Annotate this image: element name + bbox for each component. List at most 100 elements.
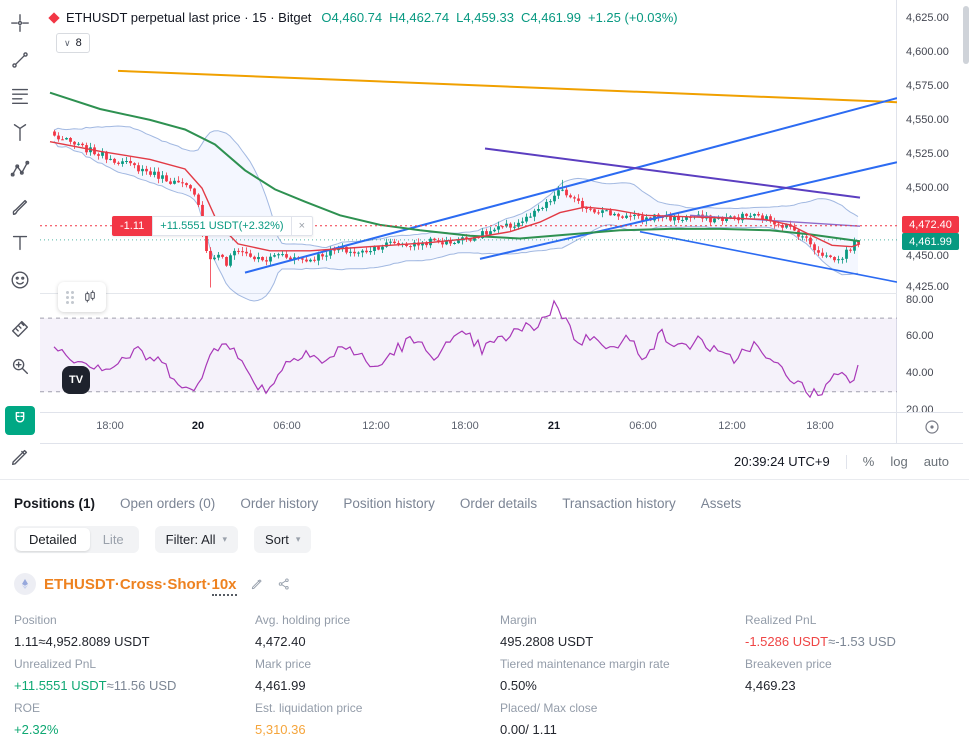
field-margin: Margin 495.2808 USDT bbox=[500, 613, 745, 649]
indicator-collapse-button[interactable]: ∨ 8 bbox=[56, 33, 90, 53]
change-value: +1.25 (+0.03%) bbox=[587, 10, 678, 25]
price-label: 4,450.00 bbox=[906, 250, 949, 262]
field-unrealized-pnl: Unrealized PnL +11.5551 USDT≈11.56 USD bbox=[14, 657, 255, 693]
share-icon bbox=[278, 578, 289, 590]
field-avg-holding-price: Avg. holding price 4,472.40 bbox=[255, 613, 500, 649]
brush-icon[interactable] bbox=[5, 192, 35, 222]
lite-toggle[interactable]: Lite bbox=[102, 532, 124, 547]
close-value: C4,461.99 bbox=[520, 10, 581, 25]
text-tool-icon[interactable] bbox=[5, 229, 35, 259]
field-breakeven-price: Breakeven price 4,469.23 bbox=[745, 657, 955, 693]
crosshair-icon[interactable] bbox=[5, 8, 35, 38]
pitchfork-icon[interactable] bbox=[5, 118, 35, 148]
trend-line-icon[interactable] bbox=[5, 45, 35, 75]
time-label: 18:00 bbox=[96, 420, 124, 432]
field-mark-price: Mark price 4,461.99 bbox=[255, 657, 500, 693]
chart-legend: ETHUSDT perpetual last price · 15 · Bitg… bbox=[48, 10, 685, 25]
filter-label: Filter: All bbox=[165, 532, 216, 547]
close-icon[interactable]: × bbox=[291, 216, 314, 236]
field-value: 5,310.36 bbox=[255, 722, 306, 737]
separator bbox=[845, 454, 847, 469]
field-label: Breakeven price bbox=[745, 657, 832, 671]
emoji-icon[interactable] bbox=[5, 265, 35, 295]
auto-scale-button[interactable]: auto bbox=[923, 454, 949, 469]
leverage-label: 10x bbox=[211, 575, 237, 596]
time-label: 06:00 bbox=[629, 420, 657, 432]
fib-retracement-icon[interactable] bbox=[5, 82, 35, 112]
tab-open-orders[interactable]: Open orders (0) bbox=[120, 496, 216, 511]
floating-toolbar[interactable] bbox=[58, 282, 106, 312]
filter-dropdown[interactable]: Filter: All ▾ bbox=[154, 526, 239, 553]
field-value: 0.50% bbox=[500, 678, 537, 693]
avg-price-badge: 4,472.40 bbox=[902, 216, 959, 233]
open-value: O4,460.74 bbox=[321, 10, 383, 25]
draw-icon[interactable] bbox=[5, 442, 35, 472]
pencil-icon bbox=[251, 579, 262, 590]
position-size-badge: -1.11 bbox=[112, 216, 153, 236]
zoom-icon[interactable] bbox=[5, 351, 35, 381]
field-placed-max-close: Placed/ Max close 0.00/ 1.11 bbox=[500, 701, 745, 737]
sort-dropdown[interactable]: Sort ▾ bbox=[254, 526, 312, 553]
position-line-label[interactable]: -1.11 +11.5551 USDT(+2.32%) × bbox=[112, 216, 314, 236]
field-tiered-mmr: Tiered maintenance margin rate 0.50% bbox=[500, 657, 745, 693]
chart-legend-title[interactable]: ETHUSDT perpetual last price · 15 · Bitg… bbox=[66, 10, 312, 25]
edit-leverage-button[interactable] bbox=[250, 577, 264, 591]
instrument-logo-icon bbox=[48, 11, 60, 24]
price-axis[interactable]: 4,625.00 4,600.00 4,575.00 4,550.00 4,52… bbox=[898, 0, 963, 443]
panel-controls: Detailed Lite Filter: All ▾ Sort ▾ bbox=[0, 511, 969, 553]
position-title-base: ETHUSDT·Cross·Short· bbox=[44, 575, 212, 593]
axis-separator bbox=[40, 412, 963, 413]
magnet-icon[interactable] bbox=[5, 405, 35, 436]
price-label: 4,550.00 bbox=[906, 114, 949, 126]
chevron-down-icon: ▾ bbox=[295, 534, 301, 544]
percent-scale-button[interactable]: % bbox=[862, 454, 875, 469]
osc-label: 60.00 bbox=[906, 330, 934, 342]
field-value-sub: ≈11.56 USD bbox=[106, 678, 177, 693]
drag-handle-icon[interactable] bbox=[66, 290, 74, 304]
chart-bottom-toolbar: 20:39:24 UTC+9 % log auto bbox=[40, 443, 963, 479]
tradingview-logo[interactable]: TV bbox=[62, 366, 90, 394]
eth-icon bbox=[14, 573, 36, 595]
tab-order-history[interactable]: Order history bbox=[240, 496, 319, 511]
tab-order-details[interactable]: Order details bbox=[459, 496, 538, 511]
osc-label: 80.00 bbox=[906, 294, 934, 306]
time-axis[interactable]: 18:00 20 06:00 12:00 18:00 21 06:00 12:0… bbox=[40, 412, 897, 443]
price-chart[interactable] bbox=[40, 0, 897, 412]
pattern-icon[interactable] bbox=[5, 155, 35, 185]
chevron-down-icon: ▾ bbox=[222, 534, 228, 544]
high-value: H4,462.74 bbox=[389, 10, 450, 25]
field-value: 4,469.23 bbox=[745, 678, 796, 693]
tab-positions[interactable]: Positions (1) bbox=[14, 496, 96, 511]
measure-icon[interactable] bbox=[5, 314, 35, 344]
tab-transaction-history[interactable]: Transaction history bbox=[562, 496, 676, 511]
position-fields: Position 1.11≈4,952.8089 USDT Avg. holdi… bbox=[14, 613, 955, 737]
field-value: 0.00/ 1.11 bbox=[500, 722, 557, 737]
chevron-down-icon: ∨ bbox=[64, 37, 71, 48]
log-scale-button[interactable]: log bbox=[890, 454, 908, 469]
price-label: 4,600.00 bbox=[906, 46, 949, 58]
candle-style-icon[interactable] bbox=[82, 289, 98, 305]
share-button[interactable] bbox=[277, 577, 291, 591]
tab-assets[interactable]: Assets bbox=[700, 496, 742, 511]
last-price-badge: 4,461.99 bbox=[902, 233, 959, 250]
positions-panel: Positions (1) Open orders (0) Order hist… bbox=[0, 479, 969, 744]
tab-position-history[interactable]: Position history bbox=[343, 496, 435, 511]
time-label: 06:00 bbox=[273, 420, 301, 432]
field-label: Realized PnL bbox=[745, 613, 817, 627]
time-label-day: 21 bbox=[547, 420, 561, 432]
field-value: +11.5551 USDT bbox=[14, 678, 107, 693]
position-card-header: ETHUSDT·Cross·Short·10x bbox=[14, 573, 955, 596]
low-value: L4,459.33 bbox=[456, 10, 514, 25]
scroll-to-recent-button[interactable] bbox=[924, 419, 940, 438]
clock-label[interactable]: 20:39:24 UTC+9 bbox=[734, 454, 830, 469]
field-label: Mark price bbox=[255, 657, 312, 671]
osc-label: 40.00 bbox=[906, 367, 934, 379]
detailed-toggle[interactable]: Detailed bbox=[16, 528, 90, 551]
scrollbar-thumb[interactable] bbox=[963, 6, 969, 64]
position-title: ETHUSDT·Cross·Short·10x bbox=[44, 575, 237, 596]
field-value: -1.5286 USDT bbox=[745, 634, 829, 649]
time-label: 12:00 bbox=[362, 420, 390, 432]
field-label: Tiered maintenance margin rate bbox=[500, 657, 670, 671]
price-label: 4,525.00 bbox=[906, 148, 949, 160]
